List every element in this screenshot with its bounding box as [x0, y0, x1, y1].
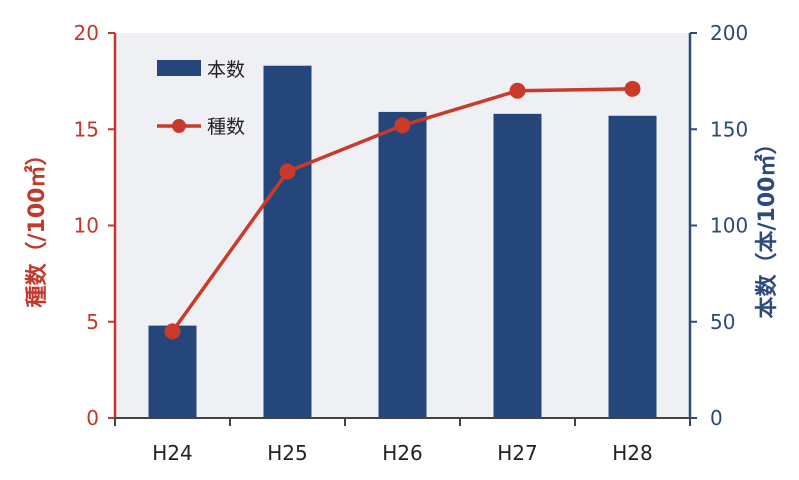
legend-bar-label: 本数 — [207, 59, 245, 81]
x-tick-label: H26 — [382, 441, 423, 465]
legend-line-label: 種数 — [207, 116, 245, 138]
x-tick-label: H27 — [497, 441, 538, 465]
y-right-tick-label: 200 — [710, 21, 748, 45]
legend-bar-swatch — [157, 60, 201, 76]
y-left-tick-label: 0 — [86, 406, 99, 430]
line-point-H25 — [279, 163, 296, 180]
legend: 本数 種数 — [157, 59, 245, 138]
line-point-H27 — [509, 82, 526, 99]
y-left-tick-label: 15 — [74, 117, 99, 141]
y-axis-left-title: 種数（/100㎡） — [24, 144, 50, 308]
y-right-tick-label: 100 — [710, 214, 748, 238]
line-point-H26 — [394, 117, 411, 134]
line-point-H28 — [624, 80, 641, 97]
y-left-tick-label: 5 — [86, 310, 99, 334]
line-series — [164, 80, 641, 340]
y-left-tick-label: 20 — [74, 21, 99, 45]
line-point-H24 — [164, 323, 181, 340]
bar-H28 — [608, 115, 657, 419]
bar-H26 — [378, 111, 427, 419]
bar-H25 — [263, 65, 312, 418]
axes — [108, 32, 697, 426]
bar-H24 — [148, 325, 197, 418]
x-tick-label: H25 — [267, 441, 308, 465]
x-tick-label: H24 — [152, 441, 193, 465]
y-axis-right-title: 本数（本/100㎡） — [754, 133, 780, 319]
bar-H27 — [493, 113, 542, 418]
x-tick-label: H28 — [612, 441, 653, 465]
y-right-tick-label: 0 — [710, 406, 723, 430]
y-right-tick-label: 50 — [710, 310, 735, 334]
bar-series — [148, 65, 657, 419]
y-left-tick-label: 10 — [74, 214, 99, 238]
y-right-tick-label: 150 — [710, 117, 748, 141]
legend-line-marker — [172, 119, 186, 133]
